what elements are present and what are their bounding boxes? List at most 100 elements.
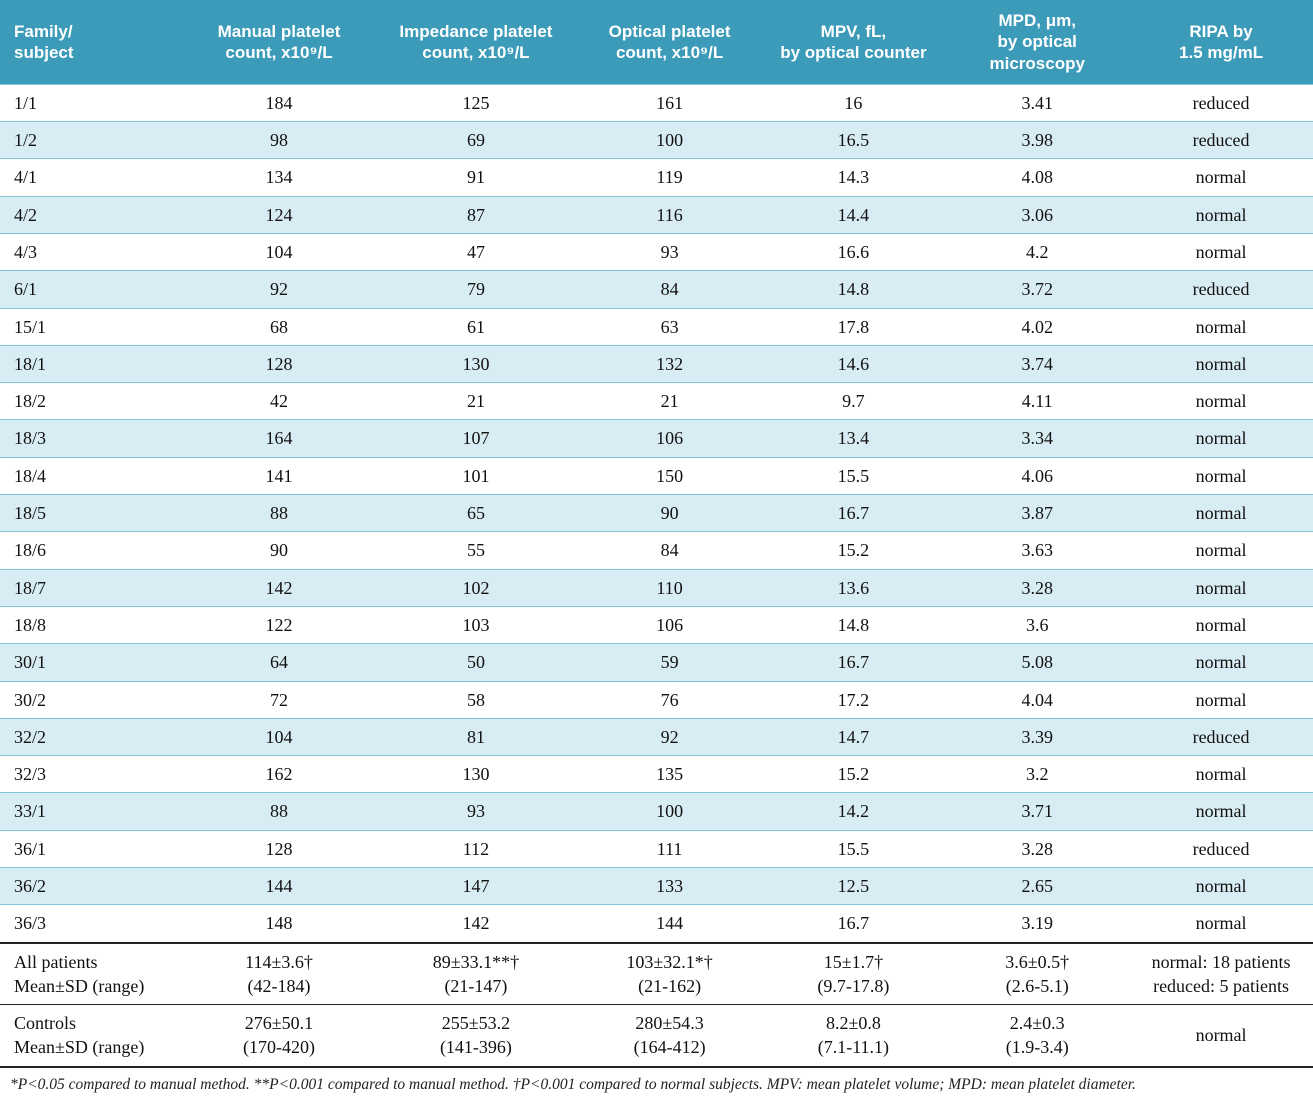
table-cell: 9.7 — [762, 383, 946, 420]
table-cell: normal — [1129, 905, 1313, 943]
table-cell: 125 — [374, 84, 578, 121]
table-cell: 36/3 — [0, 905, 184, 943]
table-row: 30/164505916.75.08normal — [0, 644, 1313, 681]
table-row: 18/316410710613.43.34normal — [0, 420, 1313, 457]
table-cell: 3.63 — [945, 532, 1129, 569]
table-cell: 72 — [184, 681, 374, 718]
summary-cell: All patientsMean±SD (range) — [0, 943, 184, 1005]
table-header: Family/subject Manual platelet count, x10⁹… — [0, 0, 1313, 84]
summary-cell: 114±3.6†(42-184) — [184, 943, 374, 1005]
table-cell: normal — [1129, 569, 1313, 606]
table-cell: 79 — [374, 271, 578, 308]
table-cell: 15.2 — [762, 756, 946, 793]
table-cell: 30/2 — [0, 681, 184, 718]
table-cell: 93 — [578, 233, 762, 270]
table-cell: 87 — [374, 196, 578, 233]
table-cell: 3.39 — [945, 718, 1129, 755]
table-cell: 3.74 — [945, 345, 1129, 382]
summary-row: ControlsMean±SD (range)276±50.1(170-420)… — [0, 1005, 1313, 1067]
table-row: 36/112811211115.53.28reduced — [0, 830, 1313, 867]
column-header: MPD, μm,by optical microscopy — [945, 0, 1129, 84]
table-cell: 102 — [374, 569, 578, 606]
table-cell: 68 — [184, 308, 374, 345]
table-cell: 18/3 — [0, 420, 184, 457]
table-cell: 14.8 — [762, 271, 946, 308]
header-line1: Impedance platelet — [399, 22, 552, 41]
table-cell: normal — [1129, 383, 1313, 420]
table-cell: 18/4 — [0, 457, 184, 494]
table-cell: 4/1 — [0, 159, 184, 196]
summary-cell: ControlsMean±SD (range) — [0, 1005, 184, 1067]
table-cell: 15.2 — [762, 532, 946, 569]
table-cell: 3.28 — [945, 569, 1129, 606]
table-cell: 93 — [374, 793, 578, 830]
table-cell: 84 — [578, 271, 762, 308]
table-cell: 64 — [184, 644, 374, 681]
table-body: 1/1184125161163.41reduced1/2986910016.53… — [0, 84, 1313, 1067]
table-row: 4/11349111914.34.08normal — [0, 159, 1313, 196]
table-cell: 98 — [184, 122, 374, 159]
table-cell: normal — [1129, 159, 1313, 196]
table-cell: 50 — [374, 644, 578, 681]
table-row: 18/24221219.74.11normal — [0, 383, 1313, 420]
table-cell: 3.06 — [945, 196, 1129, 233]
table-cell: 132 — [578, 345, 762, 382]
table-cell: 32/3 — [0, 756, 184, 793]
table-cell: 65 — [374, 495, 578, 532]
table-cell: 3.34 — [945, 420, 1129, 457]
table-cell: 14.6 — [762, 345, 946, 382]
table-cell: 134 — [184, 159, 374, 196]
table-cell: 14.3 — [762, 159, 946, 196]
header-line1: Manual platelet — [218, 22, 341, 41]
table-cell: 119 — [578, 159, 762, 196]
table-cell: 110 — [578, 569, 762, 606]
table-row: 32/316213013515.23.2normal — [0, 756, 1313, 793]
table-cell: 4/2 — [0, 196, 184, 233]
table-cell: 17.8 — [762, 308, 946, 345]
table-cell: 1/1 — [0, 84, 184, 121]
table-cell: reduced — [1129, 122, 1313, 159]
table-cell: 104 — [184, 718, 374, 755]
table-cell: 90 — [578, 495, 762, 532]
table-cell: 106 — [578, 606, 762, 643]
summary-row: All patientsMean±SD (range)114±3.6†(42-1… — [0, 943, 1313, 1005]
table-row: 18/588659016.73.87normal — [0, 495, 1313, 532]
table-cell: 3.6 — [945, 606, 1129, 643]
table-cell: 128 — [184, 830, 374, 867]
table-cell: 91 — [374, 159, 578, 196]
table-row: 6/192798414.83.72reduced — [0, 271, 1313, 308]
table-cell: 4.11 — [945, 383, 1129, 420]
table-cell: 63 — [578, 308, 762, 345]
table-cell: 184 — [184, 84, 374, 121]
table-cell: 150 — [578, 457, 762, 494]
table-cell: 112 — [374, 830, 578, 867]
table-cell: 16.7 — [762, 905, 946, 943]
table-row: 30/272587617.24.04normal — [0, 681, 1313, 718]
table-cell: reduced — [1129, 718, 1313, 755]
table-cell: 14.2 — [762, 793, 946, 830]
table-cell: 88 — [184, 793, 374, 830]
column-header: Manual platelet count, x10⁹/L — [184, 0, 374, 84]
table-cell: 16 — [762, 84, 946, 121]
table-cell: 13.6 — [762, 569, 946, 606]
table-cell: normal — [1129, 457, 1313, 494]
header-line2: count, x10⁹/L — [225, 43, 332, 62]
table-cell: 15.5 — [762, 830, 946, 867]
table-cell: 147 — [374, 867, 578, 904]
column-header: Impedance plateletcount, x10⁹/L — [374, 0, 578, 84]
table-cell: normal — [1129, 793, 1313, 830]
table-cell: 128 — [184, 345, 374, 382]
table-row: 36/214414713312.52.65normal — [0, 867, 1313, 904]
column-header: Family/subject — [0, 0, 184, 84]
table-cell: 16.5 — [762, 122, 946, 159]
table-cell: 14.7 — [762, 718, 946, 755]
table-cell: 6/1 — [0, 271, 184, 308]
table-cell: normal — [1129, 644, 1313, 681]
table-cell: 130 — [374, 756, 578, 793]
table-cell: 81 — [374, 718, 578, 755]
summary-cell: 276±50.1(170-420) — [184, 1005, 374, 1067]
header-line1: MPV, fL, — [821, 22, 887, 41]
table-row: 33/1889310014.23.71normal — [0, 793, 1313, 830]
table-cell: 18/5 — [0, 495, 184, 532]
header-line2: subject — [14, 43, 74, 62]
